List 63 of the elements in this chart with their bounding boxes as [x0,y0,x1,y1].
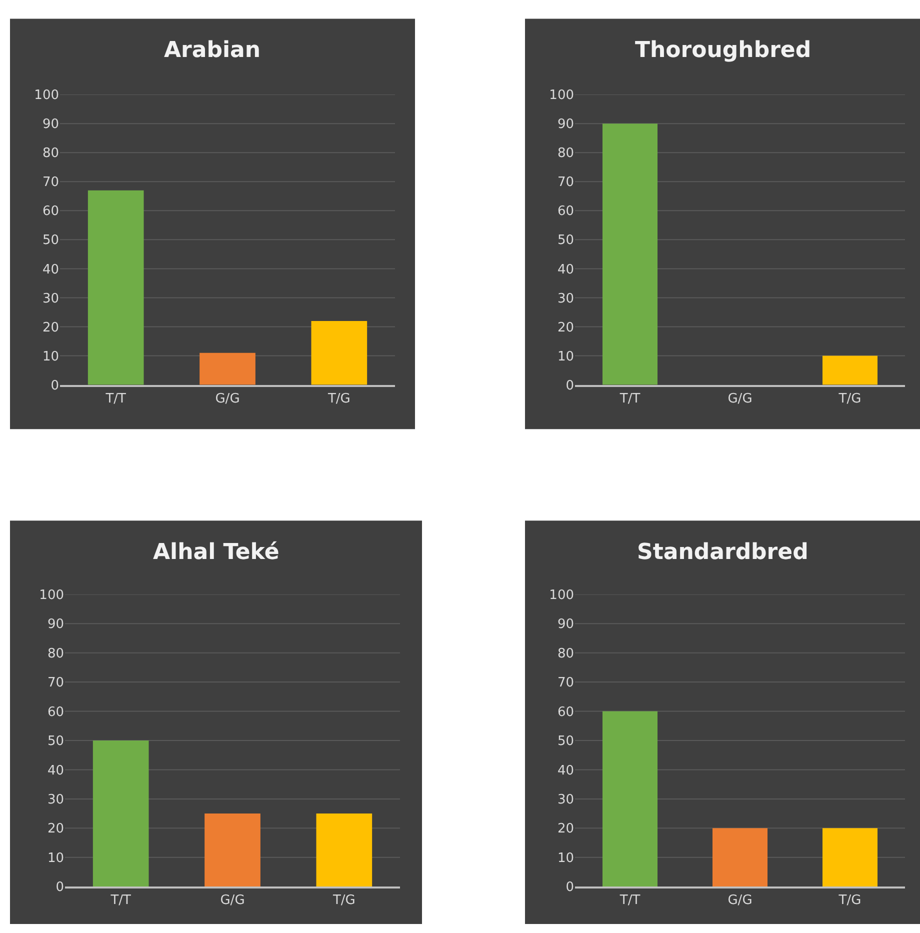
y-tick-label: 90 [47,617,64,632]
y-tick-label: 50 [42,233,59,248]
y-tick-label: 90 [42,117,59,132]
y-tick-label: 100 [39,588,64,603]
chart-title: Standardbred [637,540,808,565]
y-tick-label: 10 [42,349,59,364]
chart-title: Thoroughbred [635,38,812,63]
y-tick-label: 80 [557,646,574,662]
y-tick-label: 60 [557,204,574,220]
x-tick-label: T/T [618,893,640,908]
bar [88,190,144,385]
x-tick-label: T/T [104,391,126,406]
y-tick-label: 0 [566,880,574,896]
bar [311,320,368,385]
y-tick-label: 100 [549,88,574,104]
x-tick-label: G/G [728,893,752,908]
x-tick-label: G/G [728,391,752,406]
y-tick-label: 0 [566,378,574,394]
x-tick-label: T/G [332,893,356,908]
x-tick-label: T/G [326,391,350,406]
x-tick-label: G/G [220,893,245,908]
y-tick-label: 70 [47,676,64,691]
y-tick-label: 90 [557,117,574,132]
chart-title: Arabian [164,38,261,63]
chart-title: Alhal Teké [153,540,280,565]
y-tick-label: 50 [557,233,574,248]
x-tick-label: T/G [838,391,862,406]
y-tick-label: 0 [50,378,59,394]
y-tick-label: 20 [557,320,574,336]
y-tick-label: 60 [47,704,64,720]
y-tick-label: 30 [47,792,64,808]
y-tick-label: 100 [34,88,59,104]
y-tick-label: 60 [42,204,59,220]
y-tick-label: 70 [42,175,59,190]
y-tick-label: 50 [47,734,64,750]
y-tick-label: 10 [557,349,574,364]
y-tick-label: 30 [557,792,574,808]
y-tick-label: 70 [557,175,574,190]
y-tick-label: 20 [42,320,59,336]
y-tick-label: 0 [56,880,64,896]
x-tick-label: T/G [838,893,862,908]
y-tick-label: 70 [557,676,574,691]
y-tick-label: 10 [557,850,574,866]
y-tick-label: 30 [42,291,59,306]
y-tick-label: 10 [47,850,64,866]
y-tick-label: 40 [557,262,574,278]
x-tick-label: G/G [215,391,240,406]
y-tick-label: 40 [42,262,59,278]
y-tick-label: 90 [557,617,574,632]
y-tick-label: 40 [557,763,574,778]
y-tick-label: 30 [557,291,574,306]
y-tick-label: 80 [47,646,64,662]
bar [200,352,256,385]
y-tick-label: 40 [47,763,64,778]
y-tick-label: 50 [557,734,574,750]
y-tick-label: 60 [557,704,574,720]
y-tick-label: 80 [42,146,59,162]
x-tick-label: T/T [110,893,132,908]
y-tick-label: 20 [557,822,574,837]
y-tick-label: 80 [557,146,574,162]
y-tick-label: 20 [47,822,64,837]
x-tick-label: T/T [618,391,640,406]
y-tick-label: 100 [549,588,574,603]
